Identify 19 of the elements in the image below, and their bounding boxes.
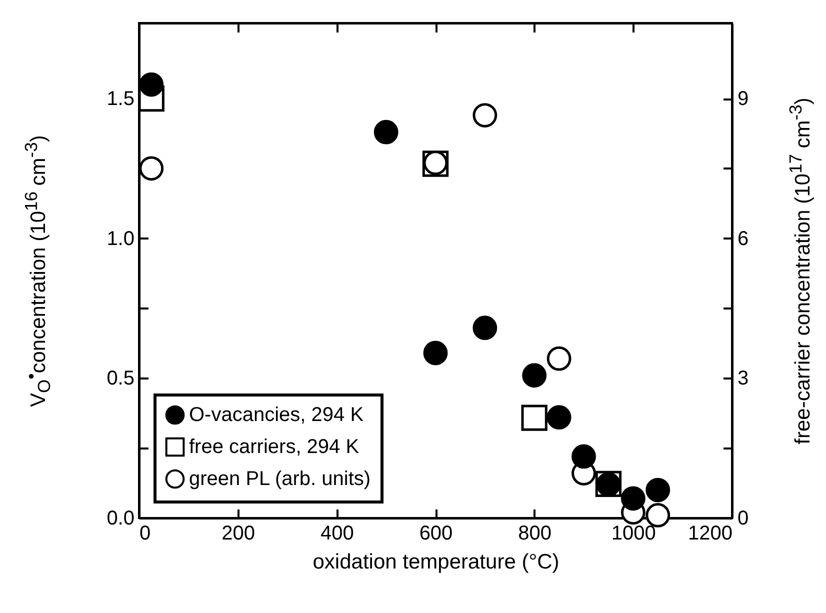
x-tick-label: 400 [320, 522, 354, 544]
legend-label: free carriers, 294 K [189, 436, 360, 458]
y-tick-label: 1.0 [106, 228, 134, 250]
x-axis-title: oxidation temperature (°C) [312, 550, 560, 574]
y-tick-label: 1.5 [106, 88, 134, 110]
x-tick-label: 800 [518, 522, 552, 544]
x-tick-label: 1200 [688, 522, 732, 544]
x-tick-label: 200 [222, 522, 256, 544]
x-tick-label: 0 [140, 522, 151, 544]
legend-label: green PL (arb. units) [189, 468, 371, 490]
x-tick-label: 1000 [611, 522, 656, 544]
y2-tick-label: 3 [738, 368, 749, 390]
legend-label: O-vacancies, 294 K [189, 404, 364, 426]
y2-tick-label: 6 [738, 228, 749, 250]
y2-tick-label: 9 [738, 88, 749, 110]
y-tick-label: 0.5 [106, 368, 134, 390]
y2-tick-label: 0 [738, 508, 749, 530]
y-tick-label: 0.0 [106, 508, 134, 530]
x-tick-label: 600 [419, 522, 453, 544]
